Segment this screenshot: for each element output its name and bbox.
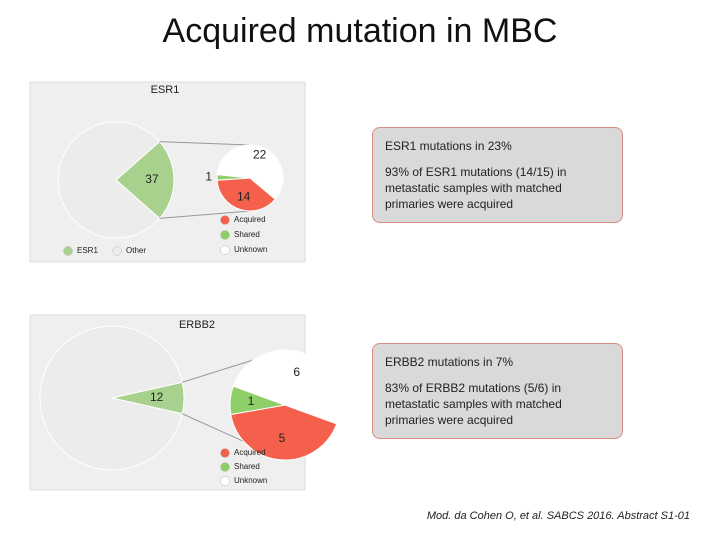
callout: ESR1 mutations in 23% 93% of ESR1 mutati… [372, 127, 623, 223]
connector [159, 210, 251, 219]
pie-slice [216, 177, 276, 212]
legend-label: Acquired [234, 215, 266, 224]
data-label: 12 [150, 390, 164, 404]
pie-slice [230, 404, 338, 461]
legend-label: Unknown [234, 245, 267, 254]
legend-label: Acquired [234, 448, 266, 457]
connector [159, 141, 251, 146]
callout-body: 93% of ESR1 mutations (14/15) in metasta… [385, 165, 567, 211]
chart-title: ESR1 [151, 84, 180, 96]
data-label: 37 [145, 172, 159, 186]
legend-swatch [220, 462, 230, 472]
legend-label: Shared [234, 462, 260, 471]
pie-slice [216, 144, 284, 200]
callout-body: 83% of ERBB2 mutations (5/6) in metastat… [385, 381, 562, 427]
legend-label: Other [126, 246, 146, 255]
data-label: 5 [279, 431, 286, 445]
data-label: 1 [205, 169, 212, 183]
legend-label: Unknown [234, 476, 267, 485]
legend-swatch [220, 230, 230, 240]
legend-swatch [220, 215, 230, 225]
legend-swatch [112, 246, 122, 256]
callout: ERBB2 mutations in 7% 83% of ERBB2 mutat… [372, 343, 623, 439]
legend-swatch [63, 246, 73, 256]
citation: Mod. da Cohen O, et al. SABCS 2016. Abst… [426, 510, 690, 522]
legend-swatch [220, 476, 230, 486]
pie-slice [232, 349, 341, 425]
data-label: 1 [248, 394, 255, 408]
data-label: 6 [293, 365, 300, 379]
slide-title: Acquired mutation in MBC [162, 12, 558, 50]
callout-heading: ESR1 mutations in 23% [385, 139, 512, 153]
pie-slice [39, 325, 183, 471]
callout-heading: ERBB2 mutations in 7% [385, 355, 514, 369]
legend-swatch [220, 448, 230, 458]
chart-title: ERBB2 [179, 319, 215, 331]
pie-slice [115, 140, 175, 220]
legend-label: ESR1 [77, 246, 98, 255]
legend-swatch [220, 245, 230, 255]
data-label: 14 [237, 190, 251, 204]
data-label: 22 [253, 147, 267, 161]
legend-label: Shared [234, 230, 260, 239]
pie-slice [57, 121, 161, 239]
